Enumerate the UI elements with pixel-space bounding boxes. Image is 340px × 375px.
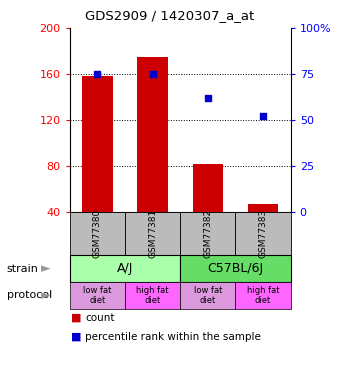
Point [95,71,100,77]
Text: high fat
diet: high fat diet [247,286,279,305]
Text: GSM77380: GSM77380 [93,209,102,258]
Text: low fat
diet: low fat diet [194,286,222,305]
Text: strain: strain [7,264,39,273]
Text: GDS2909 / 1420307_a_at: GDS2909 / 1420307_a_at [85,9,255,22]
Text: high fat
diet: high fat diet [136,286,169,305]
Text: count: count [85,313,115,323]
Text: ■: ■ [71,332,82,342]
Text: GSM77381: GSM77381 [148,209,157,258]
Bar [82,76,113,212]
Text: ■: ■ [71,313,82,323]
Text: percentile rank within the sample: percentile rank within the sample [85,332,261,342]
Bar [193,164,223,212]
Text: GSM77383: GSM77383 [259,209,268,258]
Text: protocol: protocol [7,291,52,300]
Text: C57BL/6J: C57BL/6J [207,262,264,275]
Bar [137,57,168,212]
Point [205,95,210,101]
Text: A/J: A/J [117,262,133,275]
Point [150,71,155,77]
Text: GSM77382: GSM77382 [203,209,212,258]
Point [260,113,266,119]
Text: ►: ► [41,289,51,302]
Bar [248,204,278,212]
Text: ►: ► [41,262,51,275]
Text: low fat
diet: low fat diet [83,286,112,305]
